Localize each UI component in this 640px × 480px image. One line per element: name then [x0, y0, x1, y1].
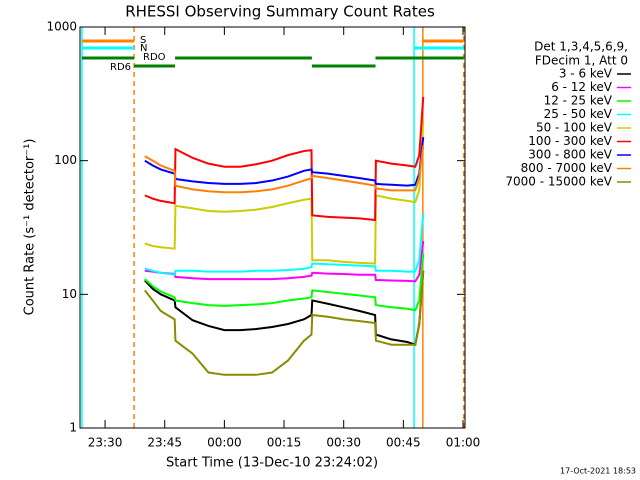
- legend-label: 3 - 6 keV: [559, 67, 613, 81]
- series-line: [144, 254, 425, 312]
- y-tick-label: 100: [54, 153, 77, 167]
- legend-label: 6 - 12 keV: [551, 80, 613, 94]
- legend-label: 25 - 50 keV: [544, 107, 613, 121]
- x-tick-label: 00:00: [207, 436, 242, 450]
- x-axis-label: Start Time (13-Dec-10 23:24:02): [166, 456, 378, 471]
- series-line: [144, 120, 425, 265]
- series-line: [144, 270, 425, 347]
- legend-label: 50 - 100 keV: [536, 121, 613, 135]
- legend-label: 7000 - 15000 keV: [505, 175, 612, 189]
- plot-frame: [79, 26, 466, 429]
- legend-title: Det 1,3,4,5,6,9,: [534, 40, 628, 54]
- y-tick-label: 10: [62, 287, 77, 301]
- x-tick-label: 23:45: [147, 436, 182, 450]
- series-line: [144, 270, 425, 376]
- y-tick-label: 1000: [46, 20, 77, 34]
- x-tick-label: 00:45: [386, 436, 421, 450]
- chart-title: RHESSI Observing Summary Count Rates: [125, 3, 435, 21]
- x-tick-label: 23:30: [88, 436, 123, 450]
- y-tick-label: 1: [69, 421, 77, 435]
- x-tick-label: 00:15: [267, 436, 302, 450]
- legend-label: 300 - 800 keV: [528, 148, 612, 162]
- state-label: RD6: [110, 62, 131, 73]
- series-line: [144, 241, 425, 283]
- state-label: RDO: [143, 52, 166, 63]
- legend-title: FDecim 1, Att 0: [535, 54, 628, 68]
- state-label: N: [140, 43, 147, 54]
- series-line: [144, 96, 425, 222]
- state-label: S: [140, 35, 146, 46]
- x-tick-label: 01:00: [446, 436, 481, 450]
- series-line: [144, 213, 425, 276]
- footer: 17-Oct-2021 18:53: [560, 467, 636, 476]
- series-line: [144, 145, 425, 194]
- legend-label: 800 - 7000 keV: [521, 161, 613, 175]
- y-axis-label: Count Rate (s⁻¹ detector⁻¹): [23, 139, 38, 316]
- legend-label: 12 - 25 keV: [544, 94, 613, 108]
- x-tick-label: 00:30: [326, 436, 361, 450]
- legend-label: 100 - 300 keV: [528, 134, 612, 148]
